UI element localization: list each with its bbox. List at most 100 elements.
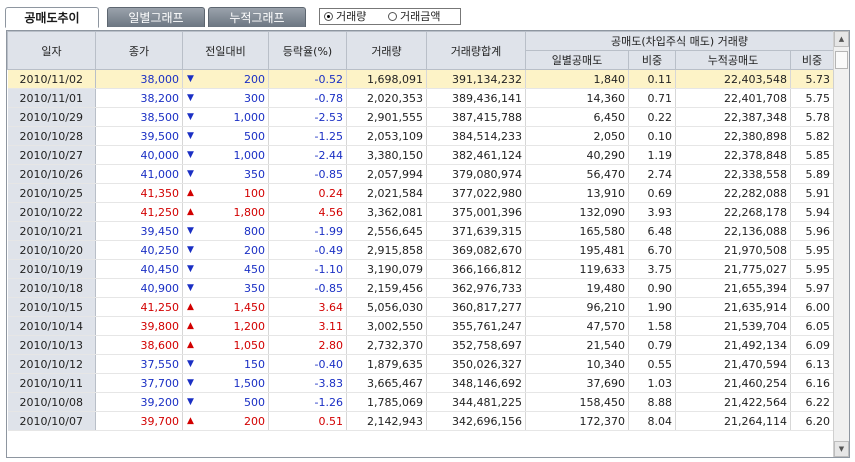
row-cum-ratio: 5.95 (790, 240, 834, 260)
row-change: 200 (198, 240, 269, 260)
table-row[interactable]: 2010/11/01 38,200 ▼ 300 -0.78 2,020,353 389,43… (7, 88, 834, 108)
scroll-thumb[interactable] (835, 51, 848, 69)
header-daily-short[interactable]: 일별공매도 (525, 50, 629, 70)
row-cum-short: 21,635,914 (675, 297, 791, 317)
row-volume-sum: 344,481,225 (426, 392, 526, 412)
header-close[interactable]: 종가 (95, 31, 183, 70)
row-close: 39,450 (95, 221, 183, 241)
row-change: 350 (198, 164, 269, 184)
row-daily-short: 47,570 (525, 316, 629, 336)
table-row[interactable]: 2010/10/19 40,450 ▼ 450 -1.10 3,190,079 366,16… (7, 259, 834, 279)
row-cum-short: 22,380,898 (675, 126, 791, 146)
row-daily-short: 40,290 (525, 145, 629, 165)
row-cum-short: 21,470,594 (675, 354, 791, 374)
row-cum-ratio: 6.16 (790, 373, 834, 393)
table-row[interactable]: 2010/10/18 40,900 ▼ 350 -0.85 2,159,456 362,97… (7, 278, 834, 298)
tab-daily-graph[interactable]: 일별그래프 (107, 7, 205, 27)
radio-amount-label: 거래금액 (400, 10, 441, 23)
row-date: 2010/10/13 (7, 335, 96, 355)
row-rate: 3.11 (268, 316, 347, 336)
row-cum-short: 21,655,394 (675, 278, 791, 298)
row-daily-ratio: 2.74 (628, 164, 676, 184)
header-rate[interactable]: 등락율(%) (268, 31, 347, 70)
scroll-down-icon[interactable]: ▼ (834, 441, 849, 457)
row-cum-short: 21,970,508 (675, 240, 791, 260)
triangle-down-icon: ▼ (182, 145, 199, 165)
row-change: 800 (198, 221, 269, 241)
row-daily-short: 195,481 (525, 240, 629, 260)
row-cum-ratio: 5.95 (790, 259, 834, 279)
triangle-down-icon: ▼ (182, 392, 199, 412)
table-row[interactable]: 2010/10/14 39,800 ▲ 1,200 3.11 3,002,550 355,7… (7, 316, 834, 336)
row-volume: 2,020,353 (346, 88, 427, 108)
row-cum-short: 21,422,564 (675, 392, 791, 412)
row-date: 2010/10/25 (7, 183, 96, 203)
table-row[interactable]: 2010/10/08 39,200 ▼ 500 -1.26 1,785,069 344,48… (7, 392, 834, 412)
header-volume[interactable]: 거래량 (346, 31, 427, 70)
row-volume: 2,057,994 (346, 164, 427, 184)
row-rate: 3.64 (268, 297, 347, 317)
row-volume-sum: 350,026,327 (426, 354, 526, 374)
header-cum-ratio[interactable]: 비중 (790, 50, 834, 70)
row-cum-ratio: 6.00 (790, 297, 834, 317)
row-change: 1,500 (198, 373, 269, 393)
table-row[interactable]: 2010/10/25 41,350 ▲ 100 0.24 2,021,584 377,022… (7, 183, 834, 203)
row-cum-ratio: 5.91 (790, 183, 834, 203)
row-cum-ratio: 6.13 (790, 354, 834, 374)
table-row[interactable]: 2010/10/07 39,700 ▲ 200 0.51 2,142,943 342,696… (7, 411, 834, 431)
triangle-up-icon: ▲ (182, 411, 199, 431)
header-cum-short[interactable]: 누적공매도 (675, 50, 791, 70)
triangle-down-icon: ▼ (182, 278, 199, 298)
table-row[interactable]: 2010/10/26 41,000 ▼ 350 -0.85 2,057,994 379,08… (7, 164, 834, 184)
row-daily-ratio: 0.55 (628, 354, 676, 374)
row-volume: 3,665,467 (346, 373, 427, 393)
row-cum-short: 22,136,088 (675, 221, 791, 241)
table-row[interactable]: 2010/10/20 40,250 ▼ 200 -0.49 2,915,858 369,08… (7, 240, 834, 260)
table-row[interactable]: 2010/10/29 38,500 ▼ 1,000 -2.53 2,901,555 387,… (7, 107, 834, 127)
row-rate: -1.25 (268, 126, 347, 146)
row-rate: -1.10 (268, 259, 347, 279)
vertical-scrollbar[interactable]: ▲ ▼ (833, 31, 849, 457)
triangle-down-icon: ▼ (182, 88, 199, 108)
row-cum-short: 21,775,027 (675, 259, 791, 279)
table-row[interactable]: 2010/11/02 38,000 ▼ 200 -0.52 1,698,091 391,13… (7, 69, 834, 89)
radio-amount[interactable]: 거래금액 (388, 10, 440, 24)
row-daily-ratio: 0.90 (628, 278, 676, 298)
row-close: 38,500 (95, 107, 183, 127)
triangle-up-icon: ▲ (182, 316, 199, 336)
radio-volume-label: 거래량 (336, 10, 367, 23)
row-cum-ratio: 6.05 (790, 316, 834, 336)
row-close: 38,000 (95, 69, 183, 89)
table-row[interactable]: 2010/10/15 41,250 ▲ 1,450 3.64 5,056,030 360,8… (7, 297, 834, 317)
row-daily-short: 1,840 (525, 69, 629, 89)
scroll-up-icon[interactable]: ▲ (834, 31, 849, 47)
header-change[interactable]: 전일대비 (182, 31, 269, 70)
row-volume: 2,732,370 (346, 335, 427, 355)
row-close: 40,250 (95, 240, 183, 260)
triangle-down-icon: ▼ (182, 107, 199, 127)
table-row[interactable]: 2010/10/27 40,000 ▼ 1,000 -2.44 3,380,150 382,… (7, 145, 834, 165)
radio-volume[interactable]: 거래량 (324, 10, 366, 24)
row-volume-sum: 387,415,788 (426, 107, 526, 127)
row-volume: 2,915,858 (346, 240, 427, 260)
table-row[interactable]: 2010/10/12 37,550 ▼ 150 -0.40 1,879,635 350,02… (7, 354, 834, 374)
row-close: 37,550 (95, 354, 183, 374)
table-row[interactable]: 2010/10/13 38,600 ▲ 1,050 2.80 2,732,370 352,7… (7, 335, 834, 355)
row-date: 2010/10/19 (7, 259, 96, 279)
table-row[interactable]: 2010/10/28 39,500 ▼ 500 -1.25 2,053,109 384,51… (7, 126, 834, 146)
row-daily-ratio: 0.79 (628, 335, 676, 355)
row-change: 450 (198, 259, 269, 279)
header-date[interactable]: 일자 (7, 31, 96, 70)
row-change: 1,450 (198, 297, 269, 317)
table-row[interactable]: 2010/10/22 41,250 ▲ 1,800 4.56 3,362,081 375,0… (7, 202, 834, 222)
triangle-up-icon: ▲ (182, 183, 199, 203)
header-volume-sum[interactable]: 거래량합계 (426, 31, 526, 70)
row-volume: 2,159,456 (346, 278, 427, 298)
table-row[interactable]: 2010/10/21 39,450 ▼ 800 -1.99 2,556,645 371,63… (7, 221, 834, 241)
tab-cumulative-graph[interactable]: 누적그래프 (208, 7, 306, 27)
tab-short-selling-trend[interactable]: 공매도추이 (5, 7, 99, 28)
row-daily-ratio: 0.71 (628, 88, 676, 108)
header-daily-ratio[interactable]: 비중 (628, 50, 676, 70)
table-row[interactable]: 2010/10/11 37,700 ▼ 1,500 -3.83 3,665,467 348,… (7, 373, 834, 393)
row-close: 39,500 (95, 126, 183, 146)
